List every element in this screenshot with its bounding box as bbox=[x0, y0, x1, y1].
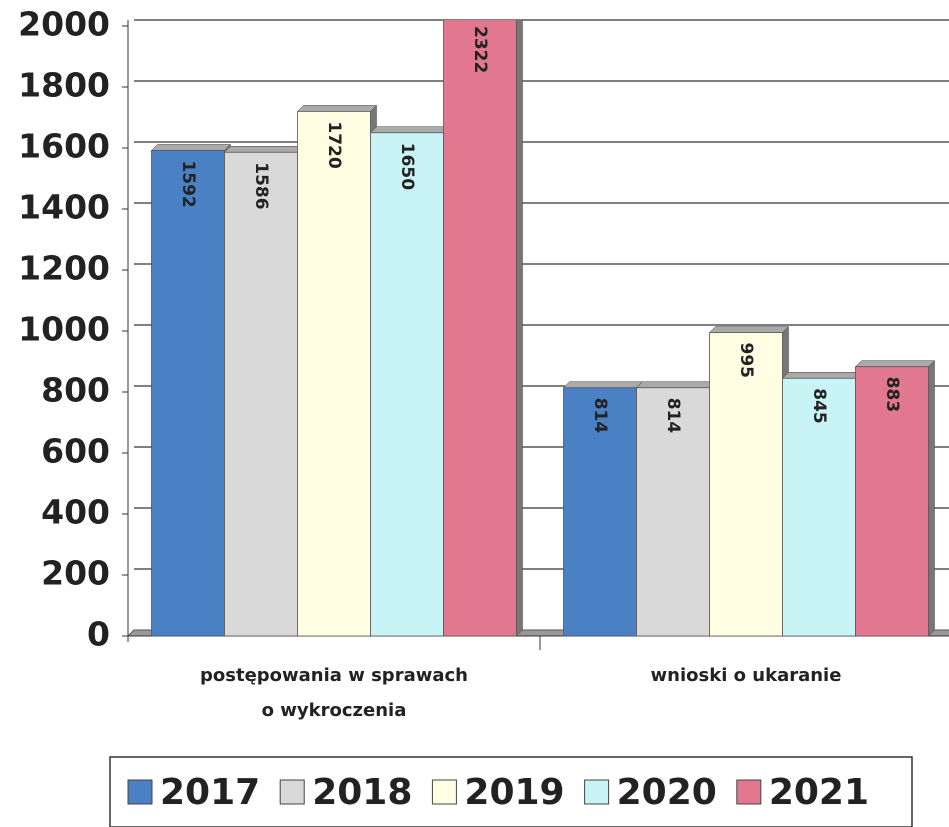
bar bbox=[224, 151, 298, 637]
y-tick-label: 0 bbox=[87, 615, 110, 654]
x-tick-label: o wykroczenia bbox=[262, 700, 407, 721]
value-label: 1650 bbox=[397, 143, 417, 190]
legend-label: 2021 bbox=[769, 772, 869, 813]
y-tick-label: 1600 bbox=[18, 127, 110, 166]
legend-label: 2017 bbox=[160, 772, 260, 813]
value-label: 2322 bbox=[470, 26, 490, 73]
legend-swatch bbox=[431, 779, 457, 805]
bar-top bbox=[296, 105, 378, 112]
value-label: 845 bbox=[809, 388, 829, 424]
value-label: 995 bbox=[736, 343, 756, 379]
bar-top bbox=[562, 381, 644, 388]
plot bbox=[150, 10, 936, 637]
bar-side bbox=[516, 20, 523, 637]
bar-top bbox=[708, 326, 790, 333]
y-tick-label: 800 bbox=[41, 371, 110, 410]
legend-label: 2019 bbox=[464, 772, 564, 813]
legend-label: 2018 bbox=[312, 772, 412, 813]
legend-swatch bbox=[736, 779, 762, 805]
bar-top bbox=[635, 381, 717, 388]
y-tick-label: 1000 bbox=[18, 310, 110, 349]
y-tick-label: 400 bbox=[41, 493, 110, 532]
bar bbox=[443, 20, 517, 637]
bar-side bbox=[928, 360, 935, 637]
value-label: 883 bbox=[882, 377, 902, 413]
value-label: 814 bbox=[590, 398, 610, 434]
bar-top bbox=[150, 144, 232, 151]
y-tick-label: 200 bbox=[41, 554, 110, 593]
bar-top bbox=[444, 10, 523, 16]
bar-top bbox=[369, 126, 451, 133]
bar bbox=[636, 387, 710, 637]
bar-top bbox=[854, 360, 936, 367]
bar bbox=[297, 111, 371, 637]
legend-swatch bbox=[584, 779, 610, 805]
value-label: 1720 bbox=[324, 121, 344, 168]
y-tick-label: 600 bbox=[41, 432, 110, 471]
y-tick-label: 1800 bbox=[18, 66, 110, 105]
bar bbox=[709, 332, 783, 637]
bar bbox=[370, 132, 444, 637]
bar-top bbox=[223, 146, 305, 153]
y-tick-label: 1200 bbox=[18, 249, 110, 288]
legend-box bbox=[109, 756, 913, 827]
value-label: 1592 bbox=[178, 160, 198, 207]
value-label: 814 bbox=[663, 398, 683, 434]
bar bbox=[563, 387, 637, 637]
value-label: 1586 bbox=[251, 162, 271, 209]
x-tick-label: wnioski o ukaranie bbox=[651, 665, 842, 686]
legend-swatch bbox=[127, 779, 153, 805]
y-tick-label: 1400 bbox=[18, 188, 110, 227]
legend-swatch bbox=[279, 779, 305, 805]
bar bbox=[151, 150, 225, 637]
bar bbox=[782, 377, 856, 637]
bar-top bbox=[781, 372, 863, 379]
x-tick-label: postępowania w sprawach bbox=[200, 665, 468, 686]
bar bbox=[855, 366, 929, 637]
legend-label: 2020 bbox=[617, 772, 717, 813]
y-tick-label: 2000 bbox=[18, 5, 110, 44]
